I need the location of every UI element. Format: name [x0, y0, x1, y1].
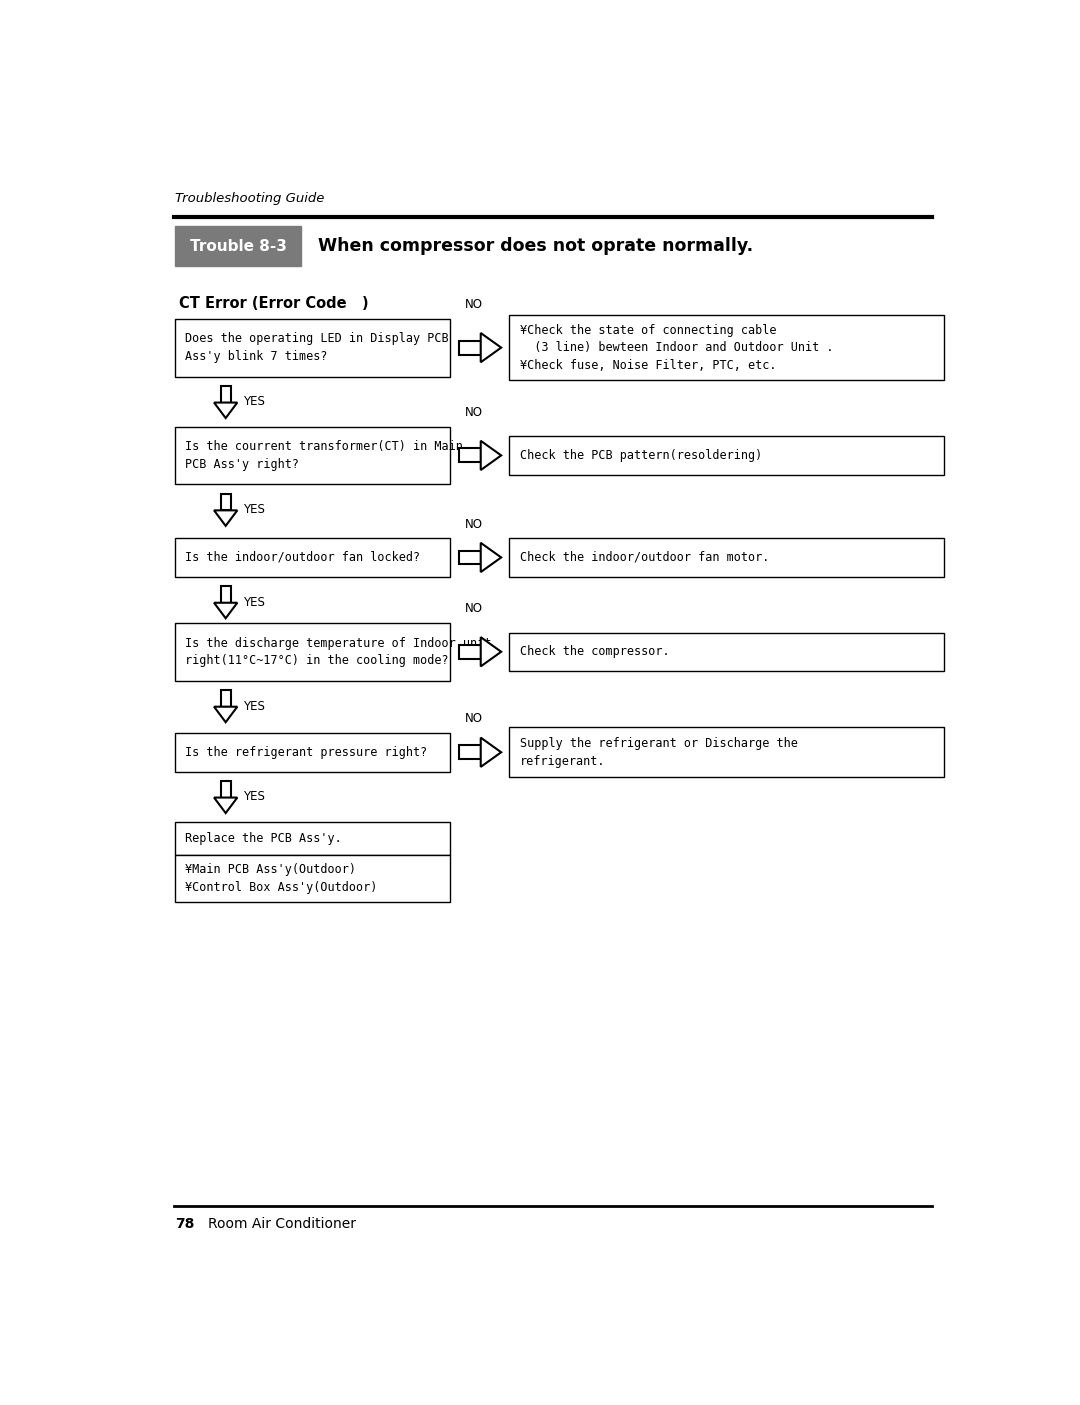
Text: YES: YES — [243, 503, 265, 516]
Text: Replace the PCB Ass'y.: Replace the PCB Ass'y. — [185, 832, 341, 844]
Text: YES: YES — [243, 596, 265, 608]
FancyBboxPatch shape — [509, 436, 944, 475]
FancyBboxPatch shape — [175, 733, 450, 771]
FancyBboxPatch shape — [175, 622, 450, 680]
Polygon shape — [481, 738, 501, 767]
Text: 78: 78 — [175, 1217, 194, 1231]
Text: Check the indoor/outdoor fan motor.: Check the indoor/outdoor fan motor. — [521, 551, 770, 563]
Polygon shape — [459, 340, 481, 354]
Text: Does the operating LED in Display PCB
Ass'y blink 7 times?: Does the operating LED in Display PCB As… — [185, 333, 448, 362]
Polygon shape — [214, 798, 238, 813]
Polygon shape — [220, 386, 231, 403]
Text: CT Error (Error Code   ): CT Error (Error Code ) — [179, 296, 368, 311]
Polygon shape — [481, 441, 501, 471]
Text: Check the compressor.: Check the compressor. — [521, 645, 670, 659]
Polygon shape — [220, 586, 231, 603]
FancyBboxPatch shape — [509, 728, 944, 777]
FancyBboxPatch shape — [175, 427, 450, 485]
FancyBboxPatch shape — [175, 226, 301, 267]
FancyBboxPatch shape — [175, 822, 450, 854]
Polygon shape — [481, 542, 501, 572]
FancyBboxPatch shape — [175, 319, 450, 377]
Text: Check the PCB pattern(resoldering): Check the PCB pattern(resoldering) — [521, 450, 762, 462]
Polygon shape — [459, 645, 481, 659]
Polygon shape — [220, 781, 231, 798]
Text: NO: NO — [464, 298, 483, 311]
Polygon shape — [214, 603, 238, 618]
Text: YES: YES — [243, 700, 265, 712]
Text: YES: YES — [243, 395, 265, 409]
Text: ¥Main PCB Ass'y(Outdoor)
¥Control Box Ass'y(Outdoor): ¥Main PCB Ass'y(Outdoor) ¥Control Box As… — [185, 863, 377, 895]
Text: NO: NO — [464, 517, 483, 531]
Text: Supply the refrigerant or Discharge the
refrigerant.: Supply the refrigerant or Discharge the … — [521, 738, 798, 767]
FancyBboxPatch shape — [175, 538, 450, 576]
Polygon shape — [481, 636, 501, 666]
Polygon shape — [214, 510, 238, 525]
Polygon shape — [459, 745, 481, 759]
FancyBboxPatch shape — [509, 632, 944, 672]
Polygon shape — [214, 707, 238, 722]
Polygon shape — [214, 403, 238, 419]
Polygon shape — [481, 333, 501, 362]
Text: YES: YES — [243, 791, 265, 804]
Text: NO: NO — [464, 406, 483, 419]
FancyBboxPatch shape — [175, 854, 450, 902]
Text: Is the courrent transformer(CT) in Main
PCB Ass'y right?: Is the courrent transformer(CT) in Main … — [185, 440, 462, 471]
Polygon shape — [220, 690, 231, 707]
Text: ¥Check the state of connecting cable
  (3 line) bewteen Indoor and Outdoor Unit : ¥Check the state of connecting cable (3 … — [521, 323, 834, 372]
Text: Is the indoor/outdoor fan locked?: Is the indoor/outdoor fan locked? — [185, 551, 420, 563]
Text: Is the refrigerant pressure right?: Is the refrigerant pressure right? — [185, 746, 427, 759]
Polygon shape — [459, 551, 481, 565]
Text: NO: NO — [464, 712, 483, 725]
Polygon shape — [459, 448, 481, 462]
FancyBboxPatch shape — [509, 315, 944, 381]
Text: Troubleshooting Guide: Troubleshooting Guide — [175, 191, 325, 205]
Text: Is the discharge temperature of Indoor unit
right(11°C~17°C) in the cooling mode: Is the discharge temperature of Indoor u… — [185, 636, 491, 667]
Text: NO: NO — [464, 603, 483, 615]
Polygon shape — [220, 493, 231, 510]
Text: Room Air Conditioner: Room Air Conditioner — [207, 1217, 355, 1231]
Text: When compressor does not oprate normally.: When compressor does not oprate normally… — [318, 237, 753, 256]
Text: Trouble 8-3: Trouble 8-3 — [190, 239, 286, 254]
FancyBboxPatch shape — [509, 538, 944, 576]
